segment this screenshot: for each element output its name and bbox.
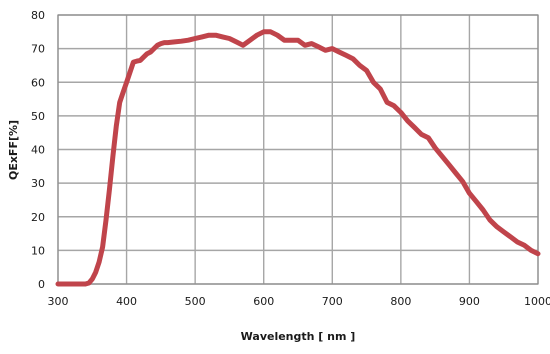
y-tick-label: 40 [31,144,45,157]
y-tick-label: 70 [31,43,45,56]
x-tick-label: 400 [116,295,137,308]
y-tick-label: 20 [31,211,45,224]
y-tick-label: 50 [31,110,45,123]
y-tick-labels: 0 10 20 30 40 50 60 70 80 [31,9,45,291]
x-tick-label: 900 [459,295,480,308]
x-axis-title: Wavelength [ nm ] [241,330,356,343]
x-tick-label: 600 [253,295,274,308]
y-axis-title: QExFF[%] [7,120,20,180]
y-tick-label: 30 [31,177,45,190]
y-tick-label: 60 [31,76,45,89]
y-tick-label: 80 [31,9,45,22]
x-tick-label: 800 [390,295,411,308]
x-tick-label: 700 [322,295,343,308]
y-tick-label: 0 [38,278,45,291]
x-tick-labels: 300 400 500 600 700 800 900 1000 [48,295,550,308]
x-tick-label: 1000 [524,295,550,308]
x-tick-label: 300 [48,295,69,308]
y-tick-label: 10 [31,244,45,257]
x-tick-label: 500 [185,295,206,308]
